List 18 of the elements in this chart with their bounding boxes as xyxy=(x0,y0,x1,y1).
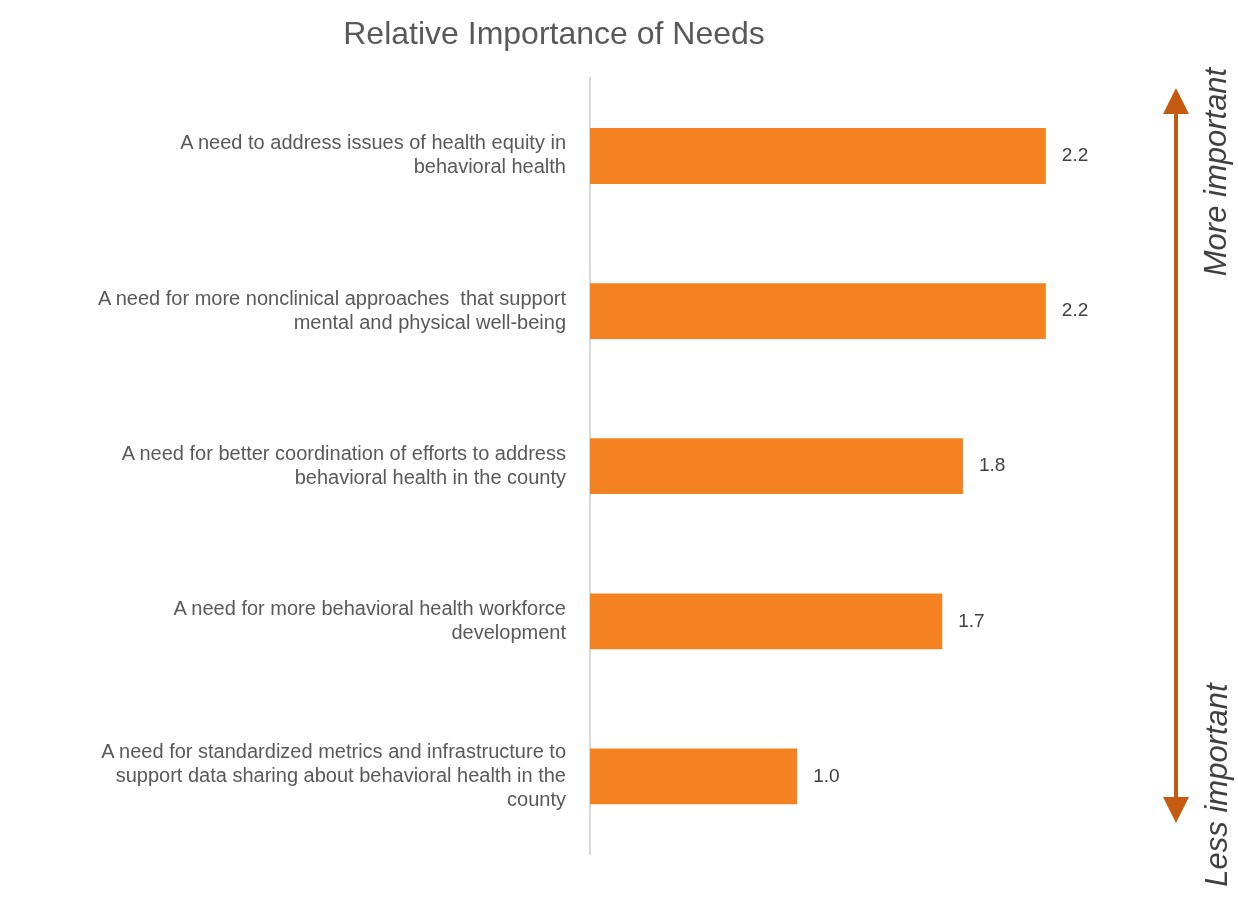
data-label: 2.2 xyxy=(1061,144,1089,166)
data-label: 1.7 xyxy=(958,609,985,631)
y-tick-label: A need for standardized metrics and infrastructure to support data sharing about behavioral health in the county xyxy=(101,739,566,810)
bar xyxy=(590,438,963,495)
data-label: 2.2 xyxy=(1061,299,1089,321)
bar xyxy=(590,128,1046,184)
text: More important xyxy=(1198,67,1235,277)
chart-title: Relative Importance of Needs xyxy=(343,15,765,52)
data-label: 1.0 xyxy=(813,764,840,786)
bar xyxy=(590,748,798,805)
bar xyxy=(590,593,943,650)
y-tick-label: A need for more behavioral health workforce development xyxy=(173,596,567,643)
y-tick-label: A need for better coordination of efforts to address behavioral health in the county xyxy=(121,441,566,488)
bar xyxy=(590,283,1046,339)
text: Less important xyxy=(1198,683,1235,887)
y-tick-label: A need for more nonclinical approaches that support mental and physical well-being xyxy=(97,286,567,333)
data-label: 1.8 xyxy=(978,454,1006,476)
y-tick-label: A need to address issues of health equity in behavioral health xyxy=(180,131,566,178)
